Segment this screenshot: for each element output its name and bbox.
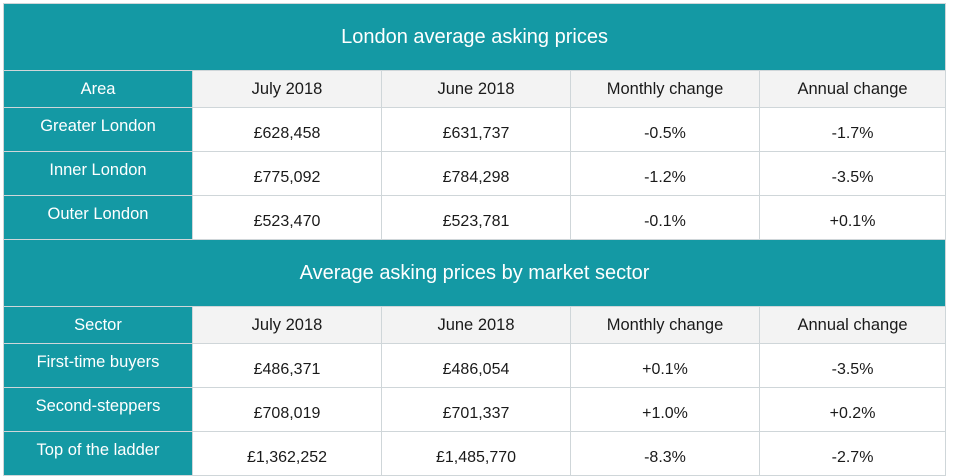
table-row: Second-steppers £708,019 £701,337 +1.0% …: [3, 387, 947, 432]
cell-annual: -3.5%: [758, 343, 947, 388]
cell-june: £486,054: [381, 343, 571, 388]
table-row: Outer London £523,470 £523,781 -0.1% +0.…: [3, 195, 947, 240]
column-header-row: Area July 2018 June 2018 Monthly change …: [3, 70, 947, 108]
cell-july: £486,371: [192, 343, 382, 388]
header-monthly-change: Monthly change: [570, 70, 760, 108]
cell-june: £784,298: [381, 151, 571, 196]
cell-annual: -1.7%: [758, 107, 947, 152]
header-sector: Sector: [3, 306, 193, 344]
cell-annual: +0.2%: [758, 387, 947, 432]
cell-june: £523,781: [381, 195, 571, 240]
section-title-row: London average asking prices: [2, 3, 947, 71]
row-label: Top of the ladder: [3, 431, 193, 476]
cell-monthly: -0.1%: [570, 195, 760, 240]
header-june: June 2018: [381, 70, 571, 108]
column-header-row: Sector July 2018 June 2018 Monthly chang…: [3, 306, 947, 344]
row-label: Inner London: [3, 151, 193, 196]
table-row: Inner London £775,092 £784,298 -1.2% -3.…: [3, 151, 947, 196]
cell-annual: -3.5%: [758, 151, 947, 196]
cell-annual: +0.1%: [758, 195, 947, 240]
cell-june: £1,485,770: [381, 431, 571, 476]
price-table: London average asking prices Area July 2…: [2, 3, 947, 476]
price-tables: London average asking prices Area July 2…: [2, 3, 947, 476]
cell-july: £775,092: [192, 151, 382, 196]
cell-monthly: +1.0%: [570, 387, 760, 432]
header-annual-change: Annual change: [758, 306, 947, 344]
header-july: July 2018: [192, 70, 382, 108]
header-annual-change: Annual change: [758, 70, 947, 108]
cell-july: £523,470: [192, 195, 382, 240]
cell-july: £708,019: [192, 387, 382, 432]
cell-monthly: -0.5%: [570, 107, 760, 152]
cell-monthly: -1.2%: [570, 151, 760, 196]
section-title-sector: Average asking prices by market sector: [2, 239, 947, 307]
row-label: Second-steppers: [3, 387, 193, 432]
cell-july: £628,458: [192, 107, 382, 152]
header-july: July 2018: [192, 306, 382, 344]
header-area: Area: [3, 70, 193, 108]
row-label: Outer London: [3, 195, 193, 240]
table-row: Greater London £628,458 £631,737 -0.5% -…: [3, 107, 947, 152]
row-label: Greater London: [3, 107, 193, 152]
cell-annual: -2.7%: [758, 431, 947, 476]
table-row: First-time buyers £486,371 £486,054 +0.1…: [3, 343, 947, 388]
section-title-row: Average asking prices by market sector: [2, 239, 947, 307]
cell-july: £1,362,252: [192, 431, 382, 476]
cell-monthly: -8.3%: [570, 431, 760, 476]
cell-june: £631,737: [381, 107, 571, 152]
section-title-london: London average asking prices: [2, 3, 947, 71]
row-label: First-time buyers: [3, 343, 193, 388]
header-monthly-change: Monthly change: [570, 306, 760, 344]
cell-monthly: +0.1%: [570, 343, 760, 388]
table-row: Top of the ladder £1,362,252 £1,485,770 …: [3, 431, 947, 476]
cell-june: £701,337: [381, 387, 571, 432]
header-june: June 2018: [381, 306, 571, 344]
